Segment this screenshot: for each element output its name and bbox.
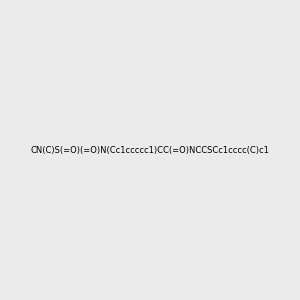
Text: CN(C)S(=O)(=O)N(Cc1ccccc1)CC(=O)NCCSCc1cccc(C)c1: CN(C)S(=O)(=O)N(Cc1ccccc1)CC(=O)NCCSCc1c… xyxy=(31,146,269,154)
